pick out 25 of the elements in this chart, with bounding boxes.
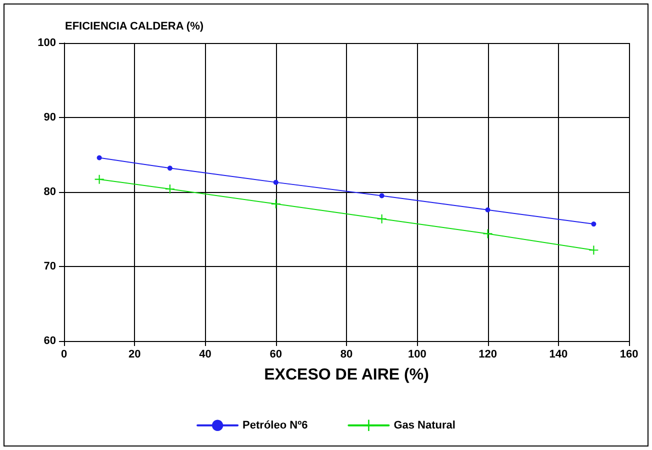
y-tick-label: 70 xyxy=(44,260,56,272)
x-tick-label: 60 xyxy=(270,348,282,360)
y-tick-label: 90 xyxy=(44,112,56,124)
x-axis-title: EXCESO DE AIRE (%) xyxy=(264,366,429,384)
y-tick-label: 60 xyxy=(44,335,56,347)
x-tick-label: 0 xyxy=(60,348,68,360)
x-tick-label: 100 xyxy=(408,348,426,360)
x-tick-label: 140 xyxy=(549,348,568,360)
x-tick-label: 20 xyxy=(128,348,141,360)
point xyxy=(591,222,596,227)
y-tick-label: 100 xyxy=(38,37,56,49)
y-tick-label: 80 xyxy=(44,186,56,198)
legend-label: Gas Natural xyxy=(394,419,456,432)
point xyxy=(167,166,172,171)
chart-title: EFICIENCIA CALDERA (%) xyxy=(65,20,204,32)
x-tick-label: 40 xyxy=(199,348,212,360)
point xyxy=(96,155,102,160)
x-tick-label: 120 xyxy=(478,348,497,360)
legend-label: Petróleo Nº6 xyxy=(242,419,308,432)
point xyxy=(379,193,384,198)
point xyxy=(483,229,492,238)
x-tick-label: 80 xyxy=(340,348,353,360)
point xyxy=(273,180,278,185)
x-tick-label: 160 xyxy=(620,348,638,360)
point xyxy=(485,207,490,212)
